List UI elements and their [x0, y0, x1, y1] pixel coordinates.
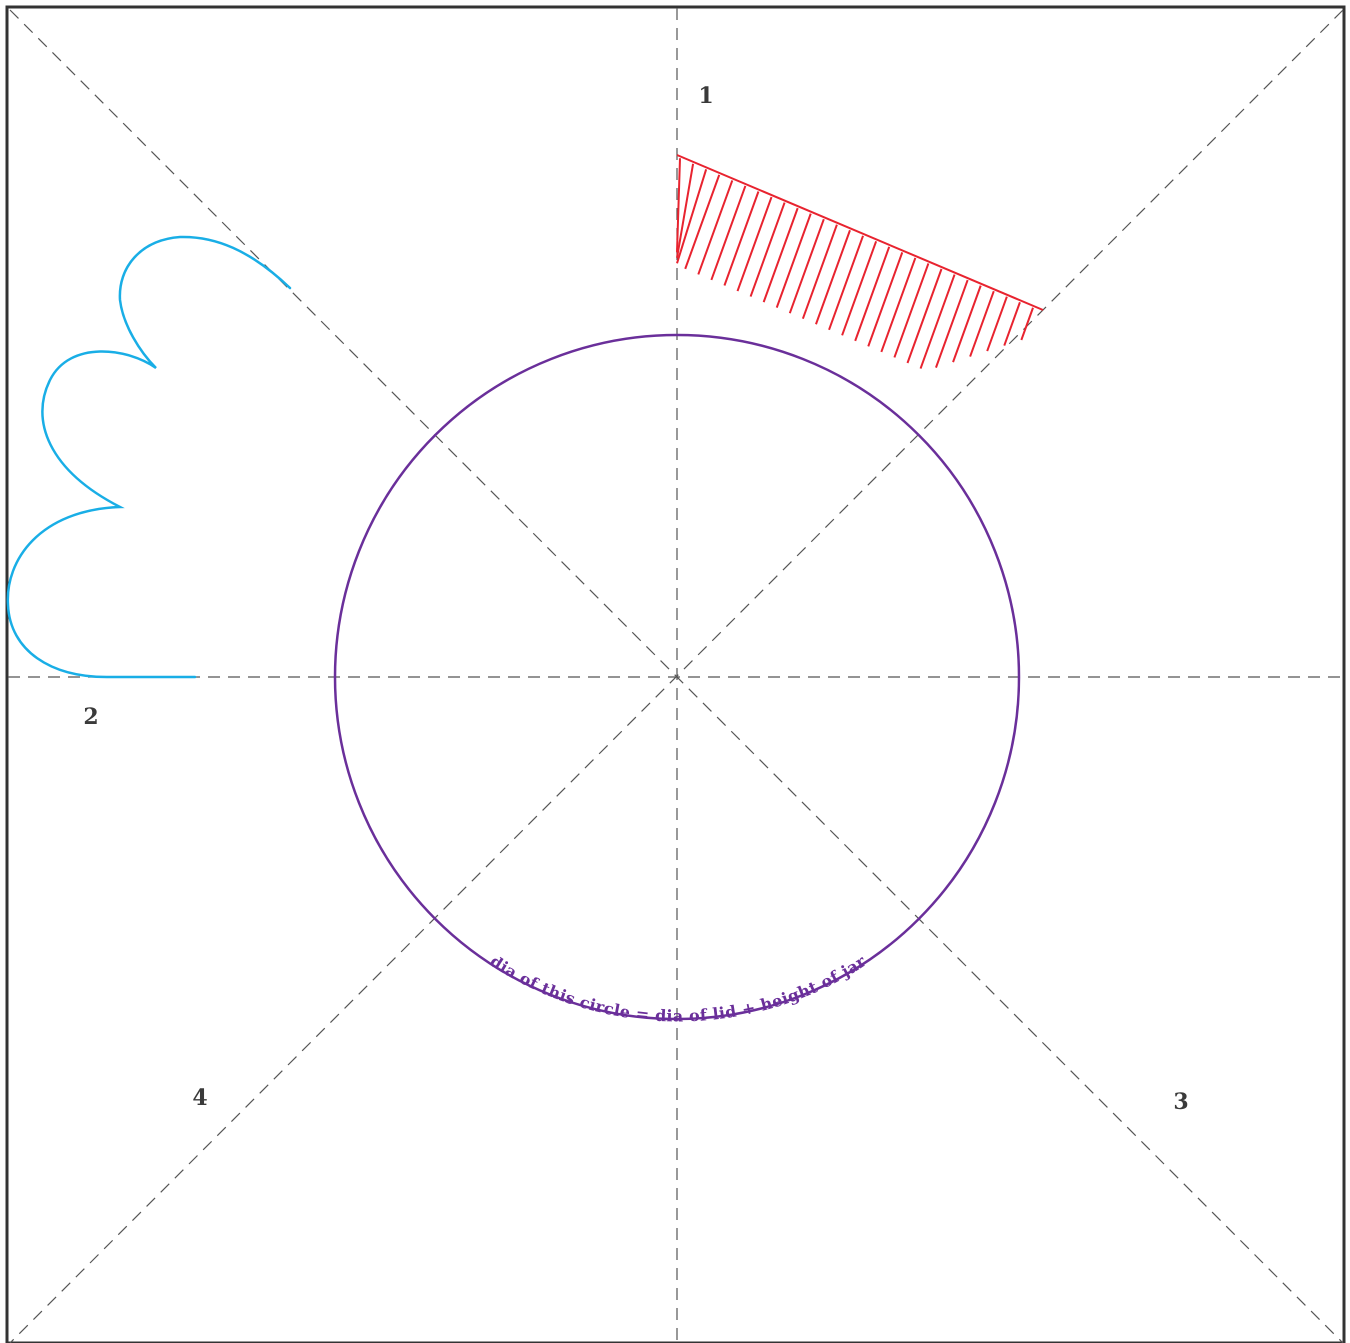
hatch-line — [788, 218, 825, 314]
fold-lines — [8, 8, 1344, 1343]
hatch-line — [736, 196, 773, 292]
hatch-line — [854, 246, 891, 342]
circle-caption: dia of this circle = dia of lid + height… — [487, 951, 870, 1025]
hatch-edge — [676, 154, 1044, 311]
scalloped-edge-guide — [6, 235, 292, 679]
hatch-line — [676, 158, 681, 253]
hatch-line — [867, 252, 904, 347]
section-number-1: 1 — [698, 83, 713, 109]
hatch-line — [893, 263, 930, 358]
hatch-line — [676, 163, 695, 258]
section-numbers: 1 2 3 4 — [83, 83, 1188, 1115]
hatch-line — [969, 290, 995, 357]
hatched-strip — [676, 154, 1044, 369]
hatch-line — [906, 268, 943, 364]
hatch-lines — [676, 158, 1034, 369]
hatch-line — [676, 169, 708, 264]
page-frame — [5, 5, 1346, 1343]
hatch-line — [723, 191, 760, 286]
hatch-line — [919, 274, 956, 369]
hatch-line — [749, 202, 786, 297]
hatch-line — [1020, 307, 1034, 341]
hatch-line — [841, 240, 878, 336]
hatch-line — [762, 207, 799, 303]
hatch-line — [1003, 301, 1021, 346]
hatch-line — [697, 180, 734, 275]
diameter-circle — [333, 333, 1021, 1021]
section-number-3: 3 — [1173, 1089, 1188, 1115]
hatch-line — [952, 285, 982, 363]
hatch-line — [801, 224, 838, 320]
hatch-line — [935, 279, 969, 368]
section-number-4: 4 — [192, 1085, 207, 1111]
hatch-line — [986, 296, 1008, 352]
section-number-2: 2 — [83, 704, 98, 730]
hatch-line — [710, 185, 747, 281]
hatch-line — [880, 257, 917, 353]
hatch-line — [815, 229, 851, 325]
hatch-line — [684, 174, 721, 270]
hatch-line — [828, 235, 864, 331]
fold-line-diagonal-up — [9, 9, 1344, 1343]
hatch-line — [775, 213, 812, 308]
